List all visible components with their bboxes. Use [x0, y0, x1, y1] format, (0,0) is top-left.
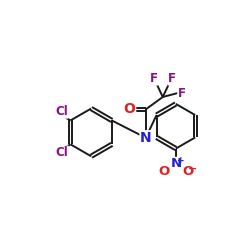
Text: F: F [178, 87, 186, 100]
Text: O: O [124, 102, 136, 116]
Text: F: F [168, 72, 176, 85]
Text: +: + [177, 156, 184, 165]
Text: −: − [188, 164, 198, 173]
Text: Cl: Cl [55, 146, 68, 159]
Text: F: F [150, 72, 158, 85]
Text: N: N [140, 131, 152, 145]
Text: Cl: Cl [55, 105, 68, 118]
Text: O: O [158, 165, 169, 178]
Text: N: N [170, 158, 181, 170]
Text: O: O [182, 165, 194, 178]
